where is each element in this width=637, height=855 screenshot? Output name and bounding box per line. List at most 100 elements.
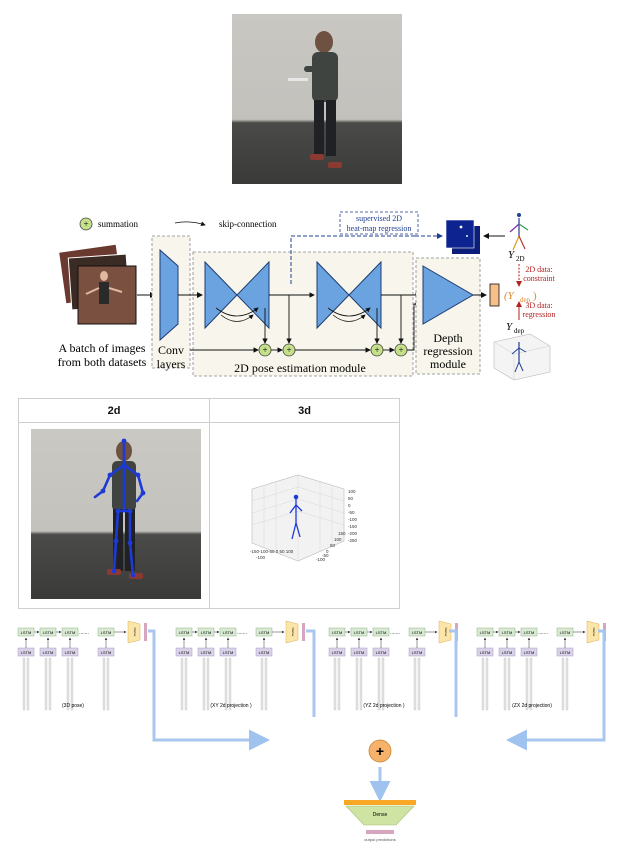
y-tick-2: 100	[334, 537, 342, 542]
dense-label: Dense	[373, 812, 388, 818]
supervised-label-2: heat-map regression	[347, 224, 412, 233]
input-bar	[184, 657, 188, 711]
input-bar	[206, 657, 210, 711]
supervised-path: supervised 2D heat-map regression	[290, 211, 443, 284]
dense-top-bar	[344, 800, 416, 805]
input-bar	[503, 657, 507, 711]
supervised-label-1: supervised 2D	[356, 214, 402, 223]
lstm-cell-label: LSTM	[101, 630, 112, 635]
small-3d-plot	[493, 333, 551, 381]
depth-regression-shape	[422, 265, 474, 325]
projection-caption: (ZX 2d projection)	[512, 703, 552, 709]
heatmaps	[445, 219, 480, 254]
z-tick-6: -150	[348, 524, 358, 529]
ydep-paren-sub: dep	[520, 296, 531, 304]
projection-caption: (XY 2d projection )	[210, 703, 252, 709]
depth-label-3: module	[430, 357, 466, 371]
input-bar	[66, 657, 70, 711]
lstm-cell-top	[61, 627, 79, 637]
lstm-group: LSTM LSTM LSTM LSTM LSTM LSTM LSTM LSTM....... D…	[328, 620, 458, 711]
lstm-cell-label: LSTM	[412, 630, 423, 635]
data2d-label-2: constraint	[523, 274, 555, 283]
batch-caption-1: A batch of images	[59, 341, 146, 355]
lstm-fusion-diagram: LSTM LSTM LSTM LSTM LSTM LSTM LSTM LSTM....... D…	[17, 620, 606, 842]
input-bar	[22, 657, 26, 711]
x-ticks: -150-100-50 0 50 100	[250, 549, 294, 554]
lstm-group: LSTM LSTM LSTM LSTM LSTM LSTM LSTM LSTM....... D…	[17, 620, 147, 711]
input-bar	[44, 657, 48, 711]
input-bar	[485, 657, 489, 711]
z-tick-8: -250	[348, 538, 358, 543]
depth-label-1: Depth	[433, 331, 462, 345]
lstm-group: LSTM LSTM LSTM LSTM LSTM LSTM LSTM LSTM....... D…	[175, 620, 305, 711]
depth-output-block	[489, 283, 500, 307]
data3d-label-1: 3D data:	[525, 301, 552, 310]
dense-small-label: Dense	[592, 628, 596, 637]
lstm-cell-label: LSTM	[524, 650, 535, 655]
lstm-cell-label: LSTM	[223, 630, 234, 635]
y-tick-5: -50	[322, 553, 329, 558]
z-tick-4: -50	[348, 510, 355, 515]
person-figure	[288, 31, 342, 168]
y2d-label: Y	[508, 249, 516, 261]
batch-caption-2: from both datasets	[58, 355, 147, 369]
lstm-cell-label: LSTM	[480, 630, 491, 635]
dense-small-label: Dense	[291, 628, 295, 637]
lstm-ellipsis: .......	[390, 630, 400, 636]
summation-legend-icon	[79, 217, 93, 231]
lstm-groups: LSTM LSTM LSTM LSTM LSTM LSTM LSTM LSTM....... D…	[17, 620, 606, 711]
input-bar	[381, 657, 385, 711]
fusion-plus-label: +	[376, 743, 384, 759]
input-bar	[333, 657, 337, 711]
skip-legend-arrow	[174, 221, 206, 227]
ydep-paren-close: )	[533, 290, 537, 302]
input-bar	[224, 657, 228, 711]
dense-small-block	[438, 620, 452, 644]
conv-label-1: Conv	[158, 343, 184, 357]
z-tick-2: 50	[348, 496, 354, 501]
lstm-cell-label: LSTM	[259, 630, 270, 635]
input-bar	[264, 657, 268, 711]
svg-text:+: +	[262, 345, 267, 355]
input-bar	[102, 657, 106, 711]
lstm-cell-label: LSTM	[43, 650, 54, 655]
input-bar	[228, 657, 232, 711]
input-bar	[417, 657, 421, 711]
lstm-cell-label: LSTM	[65, 630, 76, 635]
conv-label-2: layers	[157, 357, 186, 371]
lstm-cell-label: LSTM	[223, 650, 234, 655]
hourglass-2	[316, 260, 382, 330]
input-bar	[48, 657, 52, 711]
svg-text:+: +	[286, 345, 291, 355]
input-bar	[106, 657, 110, 711]
svg-text:+: +	[374, 345, 379, 355]
lstm-cell-label: LSTM	[101, 650, 112, 655]
hourglass-1	[204, 260, 270, 330]
input-bar	[377, 657, 381, 711]
input-bar	[413, 657, 417, 711]
dense-small-label: Dense	[133, 628, 137, 637]
lstm-cell-label: LSTM	[376, 650, 387, 655]
person-photo	[232, 14, 402, 184]
lstm-cell-top	[372, 627, 390, 637]
pose-3d-plot: 100 50 0 -50 -100 -150 -200 -250 -150-10…	[250, 474, 358, 562]
output-label: output predictions	[364, 837, 396, 842]
lstm-cell-label: LSTM	[332, 650, 343, 655]
y-tick-6: -100	[316, 557, 326, 562]
y2d-sub: 2D	[516, 255, 525, 263]
z-tick-5: -100	[348, 517, 358, 522]
input-bar	[507, 657, 511, 711]
y-tick-4: 0	[326, 549, 329, 554]
summation-legend-plus: +	[83, 219, 88, 229]
column-header-2d: 2d	[19, 399, 210, 423]
lstm-cell-label: LSTM	[201, 650, 212, 655]
input-bar	[481, 657, 485, 711]
pose2d-module-label: 2D pose estimation module	[234, 361, 366, 375]
input-bar	[180, 657, 184, 711]
depth-label-2: regression	[423, 344, 472, 358]
small-output-bar	[144, 623, 147, 641]
output-bar	[366, 830, 394, 834]
z-tick-7: -200	[348, 531, 358, 536]
lstm-cell-label: LSTM	[354, 650, 365, 655]
dense-small-label: Dense	[444, 628, 448, 637]
